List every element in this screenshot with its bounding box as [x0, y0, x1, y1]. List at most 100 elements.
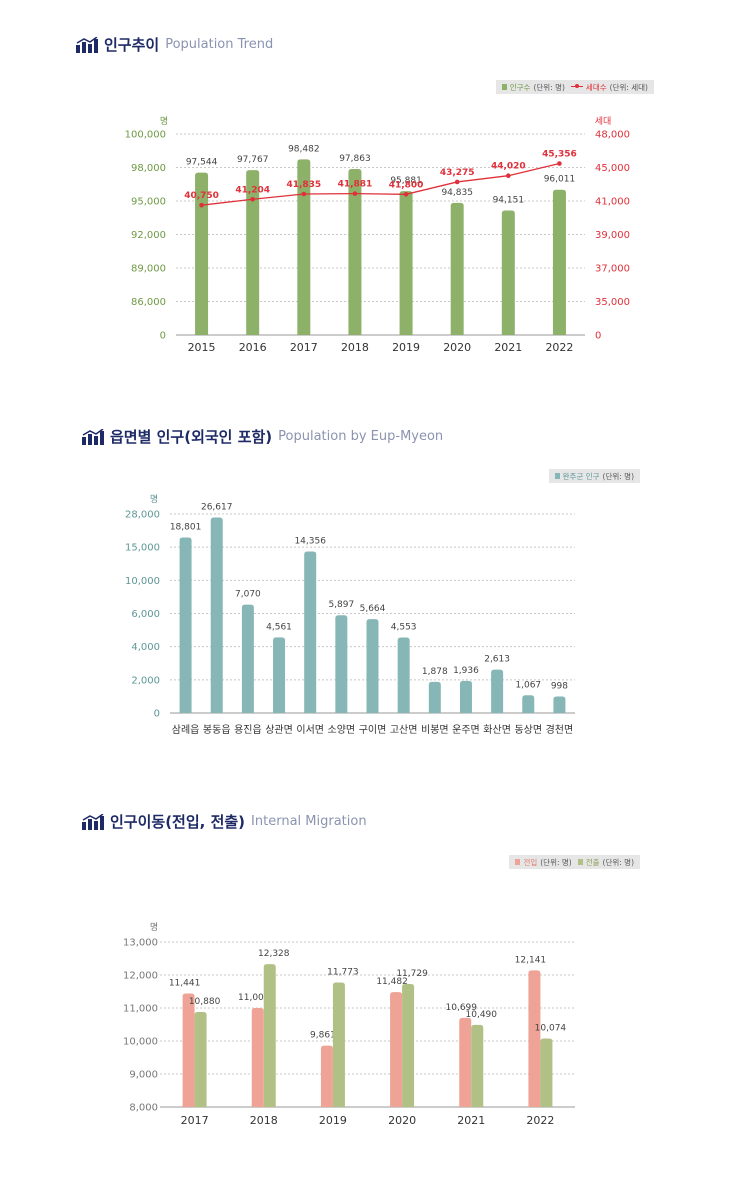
x-tick-label: 2020 — [388, 1114, 416, 1127]
move-out-data-label: 10,074 — [535, 1024, 567, 1034]
y-tick-label: 15,000 — [125, 543, 160, 554]
legend-swatch — [577, 859, 583, 865]
bar — [491, 669, 504, 713]
bar — [553, 696, 566, 713]
bar-data-label: 98,482 — [288, 144, 320, 154]
move-out-data-label: 11,773 — [327, 967, 359, 977]
household-line — [201, 162, 560, 206]
y-tick-label: 0 — [154, 709, 160, 720]
section-title-en: Population by Eup-Myeon — [278, 429, 444, 444]
move-in-data-label: 9,861 — [310, 1031, 336, 1041]
move-in-bar — [528, 970, 541, 1107]
y2-tick-label: 45,000 — [595, 163, 630, 174]
line-data-label: 41,881 — [338, 180, 373, 190]
chart-icon — [82, 813, 104, 830]
bar-data-label: 96,011 — [544, 175, 576, 185]
x-tick-label: 소양면 — [328, 724, 356, 736]
line-data-label: 44,020 — [491, 162, 526, 172]
move-in-data-label: 12,141 — [515, 955, 547, 965]
section-title-ko: 읍면별 인구(외국인 포함) — [110, 428, 273, 446]
line-point — [199, 202, 204, 208]
move-out-data-label: 10,490 — [466, 1010, 498, 1020]
legend-label: 세대수 — [585, 82, 607, 92]
move-out-bar — [402, 983, 415, 1107]
bar-data-label: 94,835 — [441, 188, 473, 198]
legend-item-population: 완주군 인구 (단위: 명) — [554, 471, 634, 482]
x-tick-label: 비봉면 — [421, 724, 449, 736]
move-out-bar — [471, 1024, 484, 1107]
x-tick-label: 2021 — [494, 341, 522, 354]
bar — [297, 159, 311, 335]
line-point — [301, 191, 307, 197]
bar-data-label: 97,544 — [186, 158, 218, 168]
x-tick-label: 2019 — [392, 341, 420, 354]
bar-data-label: 2,613 — [484, 655, 510, 665]
x-tick-label: 2018 — [341, 341, 369, 354]
y-tick-label: 28,000 — [125, 510, 160, 521]
legend-line-swatch — [570, 84, 583, 90]
section-title: 인구추이 Population Trend — [76, 34, 273, 55]
y2-tick-label: 39,000 — [595, 230, 630, 241]
line-point — [506, 173, 511, 179]
line-data-label: 41,204 — [235, 185, 270, 195]
legend-swatch — [554, 473, 560, 479]
x-tick-label: 삼례읍 — [172, 724, 200, 736]
y2-tick-label: 0 — [595, 331, 601, 342]
x-tick-label: 동상면 — [514, 724, 542, 736]
bar — [241, 604, 254, 713]
x-tick-label: 2017 — [290, 341, 318, 354]
bar-data-label: 1,067 — [515, 680, 541, 690]
y-tick-label: 6,000 — [131, 609, 160, 620]
chart-legend: 완주군 인구 (단위: 명) — [548, 469, 640, 483]
bar — [304, 551, 317, 713]
x-tick-label: 화산면 — [483, 724, 511, 736]
move-in-bar — [251, 1007, 264, 1107]
bar-data-label: 7,070 — [235, 590, 261, 600]
bar — [195, 172, 209, 335]
y-tick-label: 10,000 — [123, 1037, 158, 1048]
line-point — [250, 196, 255, 202]
y2-tick-label: 41,000 — [595, 197, 630, 208]
bar-data-label: 14,356 — [294, 536, 326, 546]
y2-axis-unit: 세대 — [595, 116, 612, 127]
line-data-label: 41,800 — [389, 180, 424, 190]
line-data-label: 41,835 — [286, 180, 321, 190]
move-in-data-label: 11,001 — [238, 993, 270, 1003]
legend-label: 인구수 — [509, 82, 531, 92]
bar — [397, 637, 410, 713]
bar — [552, 189, 566, 335]
x-tick-label: 구이면 — [359, 724, 387, 736]
chart-icon — [82, 428, 104, 445]
move-out-bar — [540, 1038, 553, 1107]
y-axis-unit: 명 — [150, 922, 158, 933]
y2-tick-label: 37,000 — [595, 264, 630, 275]
x-tick-label: 2019 — [319, 1114, 347, 1127]
legend-swatch — [515, 859, 521, 865]
bar-data-label: 5,664 — [360, 604, 386, 614]
section-title: 읍면별 인구(외국인 포함) Population by Eup-Myeon — [82, 426, 443, 447]
chart-legend: 인구수 (단위: 명) 세대수 (단위: 세대) — [495, 80, 654, 94]
x-tick-label: 운주면 — [452, 724, 480, 736]
x-tick-label: 2017 — [181, 1114, 209, 1127]
legend-label: 완주군 인구 — [562, 471, 600, 481]
y-tick-label: 9,000 — [129, 1070, 158, 1081]
x-tick-label: 상관면 — [265, 724, 293, 736]
legend-item-population: 인구수 (단위: 명) — [501, 82, 565, 93]
bar-data-label: 998 — [551, 681, 568, 691]
move-in-bar — [390, 992, 403, 1107]
y-axis-unit: 명 — [150, 494, 158, 505]
x-tick-label: 2018 — [250, 1114, 278, 1127]
population-trend-chart: 0 0 86,000 35,000 89,000 37,000 92,000 39,000 95… — [125, 116, 630, 354]
move-in-data-label: 11,441 — [169, 978, 201, 988]
legend-label: 전입 — [523, 857, 538, 867]
y-tick-label: 13,000 — [123, 938, 158, 949]
move-out-data-label: 11,729 — [396, 969, 428, 979]
move-in-data-label: 11,482 — [376, 977, 408, 987]
x-tick-label: 2015 — [188, 341, 216, 354]
bar-data-label: 18,801 — [170, 522, 202, 532]
y-tick-label: 89,000 — [131, 264, 166, 275]
y2-tick-label: 35,000 — [595, 297, 630, 308]
y-tick-label: 4,000 — [131, 642, 160, 653]
y-tick-label: 11,000 — [123, 1004, 158, 1015]
x-tick-label: 2016 — [239, 341, 267, 354]
